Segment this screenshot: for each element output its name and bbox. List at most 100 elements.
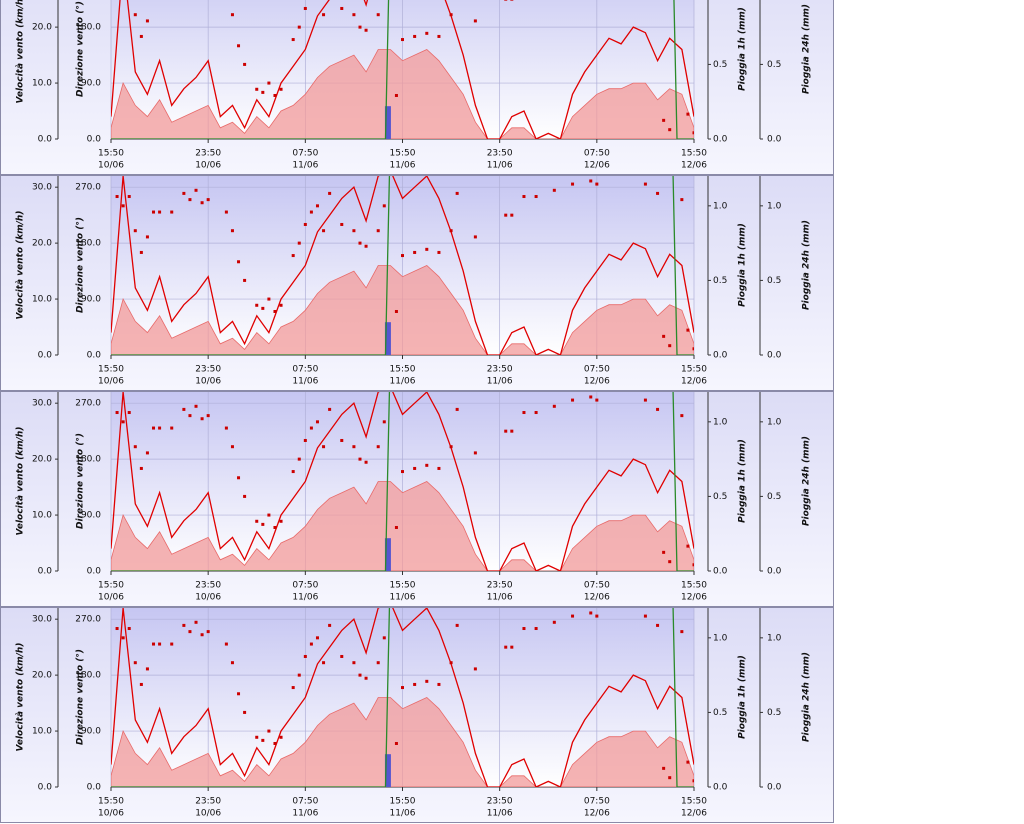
y2ticks-label: 0.0 xyxy=(87,135,102,145)
direction-point xyxy=(182,623,186,627)
direction-point xyxy=(662,766,666,770)
direction-point xyxy=(243,710,247,714)
direction-point xyxy=(267,729,271,733)
direction-point xyxy=(224,426,228,430)
yticks-label: 0.0 xyxy=(38,783,53,793)
direction-point xyxy=(139,682,143,686)
x-tick-date: 11/06 xyxy=(487,161,513,171)
x-tick-date: 11/06 xyxy=(390,377,416,387)
x-tick-date: 10/06 xyxy=(98,161,124,171)
y3ticks-label: 0.5 xyxy=(713,276,727,286)
wind-area xyxy=(111,697,694,787)
wind-line xyxy=(111,176,694,355)
x-tick-label: 15:50 xyxy=(681,365,707,375)
direction-point xyxy=(127,411,131,415)
direction-point xyxy=(686,760,690,764)
yticks-label: 20.0 xyxy=(32,23,52,33)
direction-point xyxy=(291,38,295,42)
direction-point xyxy=(504,0,508,1)
direction-point xyxy=(656,407,660,411)
y4ticks-label: 1.0 xyxy=(767,201,782,211)
direction-point xyxy=(589,179,593,183)
direction-point xyxy=(425,679,429,683)
y2ticks-label: 0.0 xyxy=(87,783,102,793)
direction-point xyxy=(297,457,301,461)
axis-title: Pioggia 24h (mm) xyxy=(802,220,812,310)
axis-title: Velocità vento (km/h) xyxy=(16,211,26,320)
plot-area xyxy=(111,0,694,139)
x-tick-label: 15:50 xyxy=(390,149,416,159)
y3ticks-label: 0.5 xyxy=(713,492,727,502)
direction-point xyxy=(115,627,119,631)
direction-point xyxy=(194,188,198,192)
direction-point xyxy=(522,627,526,631)
axis-title: Direzione vento (°) xyxy=(76,217,86,313)
direction-point xyxy=(230,445,234,449)
y2ticks-label: 180.0 xyxy=(75,23,101,33)
direction-point xyxy=(145,19,149,23)
y4ticks-label: 1.0 xyxy=(767,417,782,427)
direction-point xyxy=(686,112,690,116)
direction-point xyxy=(552,404,556,408)
rain-1h-bar xyxy=(384,322,391,355)
direction-point xyxy=(267,513,271,517)
direction-point xyxy=(139,466,143,470)
direction-point xyxy=(413,682,417,686)
x-tick-date: 12/06 xyxy=(584,593,610,603)
wind-line xyxy=(111,608,694,787)
direction-point xyxy=(322,445,326,449)
direction-point xyxy=(437,682,441,686)
direction-point xyxy=(255,87,259,91)
rain-1h-bar xyxy=(384,538,391,571)
direction-point xyxy=(643,614,647,618)
x-tick-label: 15:50 xyxy=(98,581,124,591)
direction-point xyxy=(170,426,174,430)
direction-point xyxy=(170,642,174,646)
direction-point xyxy=(382,420,386,424)
x-tick-date: 11/06 xyxy=(487,377,513,387)
x-tick-label: 07:50 xyxy=(292,365,318,375)
direction-point xyxy=(127,195,131,199)
direction-point xyxy=(133,13,137,17)
x-tick-label: 07:50 xyxy=(584,149,610,159)
direction-point xyxy=(237,260,241,264)
direction-point xyxy=(571,614,575,618)
direction-point xyxy=(455,623,459,627)
direction-point xyxy=(261,522,265,526)
yticks-label: 0.0 xyxy=(38,135,53,145)
x-tick-label: 23:50 xyxy=(487,365,513,375)
x-tick-label: 15:50 xyxy=(98,365,124,375)
direction-point xyxy=(243,62,247,66)
x-tick-date: 12/06 xyxy=(584,377,610,387)
direction-point xyxy=(394,309,398,313)
plot-area xyxy=(111,176,694,355)
y4ticks-label: 0.0 xyxy=(767,783,782,793)
direction-point xyxy=(133,661,137,665)
direction-point xyxy=(401,254,404,258)
direction-point xyxy=(643,182,647,186)
direction-point xyxy=(552,620,556,624)
direction-point xyxy=(595,182,599,186)
direction-point xyxy=(188,630,192,634)
rain-1h-bar xyxy=(384,754,391,787)
direction-point xyxy=(139,250,143,254)
y2ticks-label: 90.0 xyxy=(81,79,101,89)
direction-point xyxy=(382,204,386,208)
yticks-label: 10.0 xyxy=(32,79,52,89)
x-tick-label: 07:50 xyxy=(584,581,610,591)
direction-point xyxy=(352,445,356,449)
direction-point xyxy=(303,6,307,10)
y3ticks-label: 0.0 xyxy=(713,351,728,361)
direction-point xyxy=(552,188,556,192)
direction-point xyxy=(364,460,368,464)
axis-title: Pioggia 1h (mm) xyxy=(738,439,748,523)
direction-point xyxy=(152,210,156,214)
direction-point xyxy=(425,31,429,35)
yticks-label: 30.0 xyxy=(32,183,52,193)
direction-point xyxy=(158,210,162,214)
y2ticks-label: 180.0 xyxy=(75,671,101,681)
direction-point xyxy=(309,210,313,214)
direction-point xyxy=(522,195,526,199)
direction-point xyxy=(504,645,508,649)
